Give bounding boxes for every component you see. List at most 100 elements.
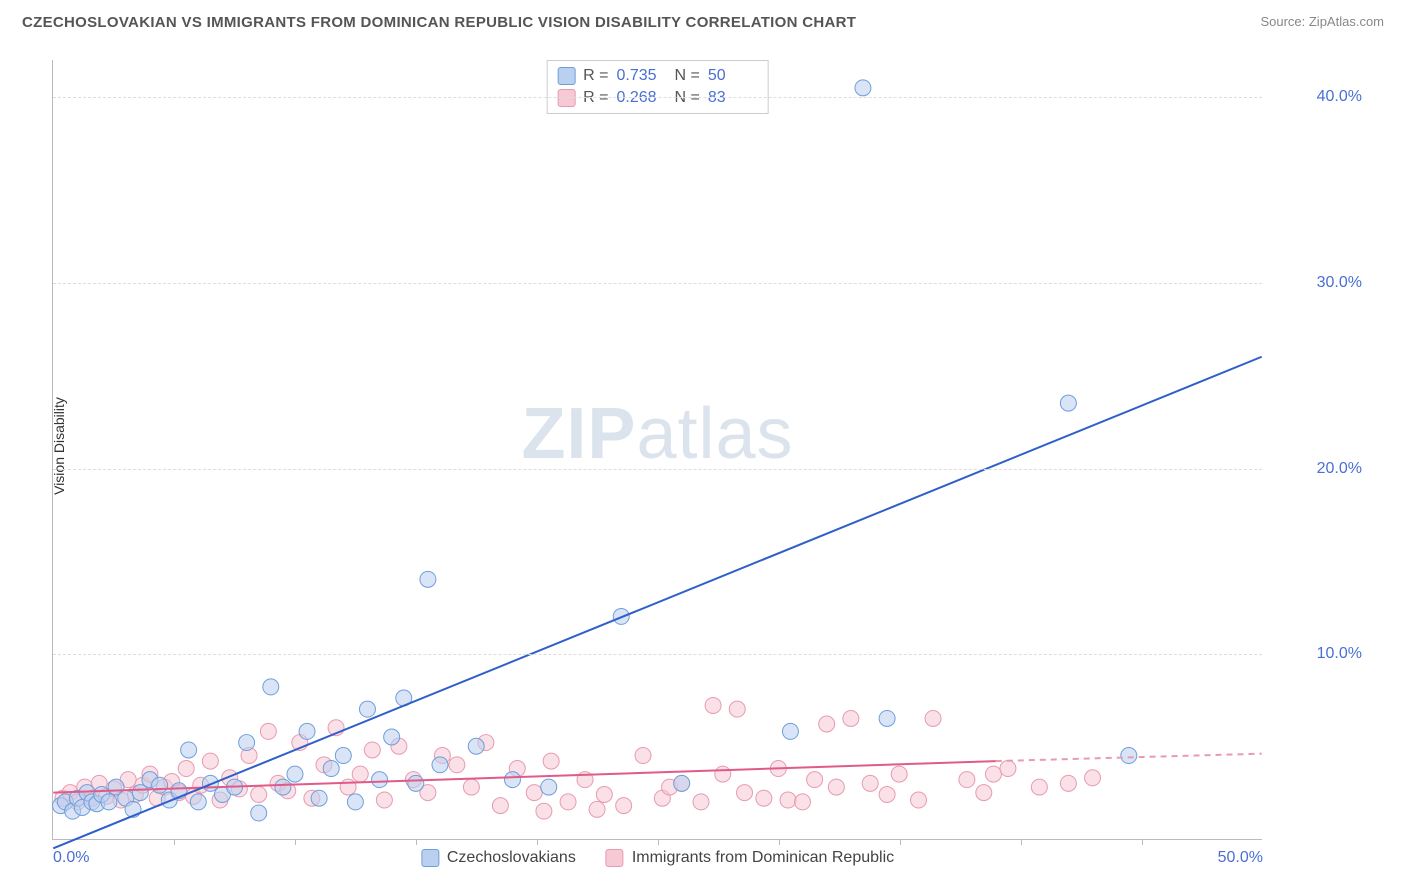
data-point-a [432, 757, 448, 773]
gridline [53, 654, 1262, 655]
data-point-a [468, 738, 484, 754]
data-point-a [384, 729, 400, 745]
n-label-a: N = [675, 67, 700, 85]
legend-swatch-a-icon [421, 849, 439, 867]
data-point-b [715, 766, 731, 782]
data-point-a [1060, 395, 1076, 411]
data-point-a [311, 790, 327, 806]
r-value-a: 0.735 [617, 67, 667, 85]
data-point-a [347, 794, 363, 810]
data-point-a [541, 779, 557, 795]
data-point-b [589, 801, 605, 817]
bottom-legend: Czechoslovakians Immigrants from Dominic… [421, 849, 894, 867]
x-tick-mark [658, 839, 659, 845]
data-point-a [251, 805, 267, 821]
data-point-b [705, 697, 721, 713]
data-point-a [152, 777, 168, 793]
x-tick-label: 50.0% [1218, 849, 1263, 867]
data-point-b [756, 790, 772, 806]
gridline [53, 469, 1262, 470]
data-point-a [275, 779, 291, 795]
y-tick-label: 40.0% [1272, 88, 1362, 106]
data-point-a [263, 679, 279, 695]
data-point-b [729, 701, 745, 717]
data-point-a [879, 710, 895, 726]
gridline [53, 97, 1262, 98]
data-point-b [635, 748, 651, 764]
swatch-a-icon [557, 67, 575, 85]
legend-label-b: Immigrants from Dominican Republic [632, 849, 894, 867]
data-point-a [372, 772, 388, 788]
data-point-b [911, 792, 927, 808]
data-point-b [843, 710, 859, 726]
chart-plot-area: ZIPatlas R = 0.735 N = 50 R = 0.268 N = … [52, 60, 1262, 840]
data-point-b [364, 742, 380, 758]
data-point-b [879, 786, 895, 802]
data-point-a [1121, 748, 1137, 764]
data-point-b [891, 766, 907, 782]
data-point-b [492, 798, 508, 814]
data-point-b [1085, 770, 1101, 786]
trend-line-a [53, 357, 1261, 849]
x-tick-mark [416, 839, 417, 845]
data-point-b [1031, 779, 1047, 795]
y-tick-label: 10.0% [1272, 645, 1362, 663]
data-point-a [190, 794, 206, 810]
data-point-b [596, 786, 612, 802]
x-tick-mark [174, 839, 175, 845]
data-point-b [463, 779, 479, 795]
data-point-b [260, 723, 276, 739]
y-tick-label: 20.0% [1272, 460, 1362, 478]
stats-row-a: R = 0.735 N = 50 [557, 65, 758, 87]
x-tick-label: 0.0% [53, 849, 89, 867]
x-tick-mark [1142, 839, 1143, 845]
data-point-b [340, 779, 356, 795]
x-tick-mark [779, 839, 780, 845]
data-point-b [828, 779, 844, 795]
data-point-b [985, 766, 1001, 782]
data-point-b [737, 785, 753, 801]
data-point-b [449, 757, 465, 773]
data-point-b [976, 785, 992, 801]
source-attribution: Source: ZipAtlas.com [1260, 14, 1384, 29]
data-point-a [323, 761, 339, 777]
data-point-a [359, 701, 375, 717]
data-point-b [616, 798, 632, 814]
data-point-b [925, 710, 941, 726]
data-point-a [239, 735, 255, 751]
r-label-a: R = [583, 67, 608, 85]
n-value-a: 50 [708, 67, 758, 85]
data-point-b [178, 761, 194, 777]
data-point-a [335, 748, 351, 764]
data-point-a [408, 775, 424, 791]
data-point-a [101, 794, 117, 810]
data-point-b [202, 753, 218, 769]
data-point-b [795, 794, 811, 810]
data-point-b [560, 794, 576, 810]
data-point-a [504, 772, 520, 788]
data-point-b [959, 772, 975, 788]
legend-item-b: Immigrants from Dominican Republic [606, 849, 894, 867]
legend-swatch-b-icon [606, 849, 624, 867]
data-point-a [287, 766, 303, 782]
data-point-b [780, 792, 796, 808]
data-point-b [536, 803, 552, 819]
data-point-b [526, 785, 542, 801]
data-point-a [181, 742, 197, 758]
gridline [53, 283, 1262, 284]
y-tick-label: 30.0% [1272, 274, 1362, 292]
data-point-b [819, 716, 835, 732]
chart-title: CZECHOSLOVAKIAN VS IMMIGRANTS FROM DOMIN… [22, 14, 856, 31]
data-point-b [543, 753, 559, 769]
data-point-b [693, 794, 709, 810]
legend-label-a: Czechoslovakians [447, 849, 576, 867]
data-point-b [251, 786, 267, 802]
scatter-svg [53, 60, 1262, 839]
data-point-b [1000, 761, 1016, 777]
legend-item-a: Czechoslovakians [421, 849, 576, 867]
data-point-a [299, 723, 315, 739]
data-point-b [352, 766, 368, 782]
data-point-a [674, 775, 690, 791]
data-point-a [782, 723, 798, 739]
x-tick-mark [900, 839, 901, 845]
